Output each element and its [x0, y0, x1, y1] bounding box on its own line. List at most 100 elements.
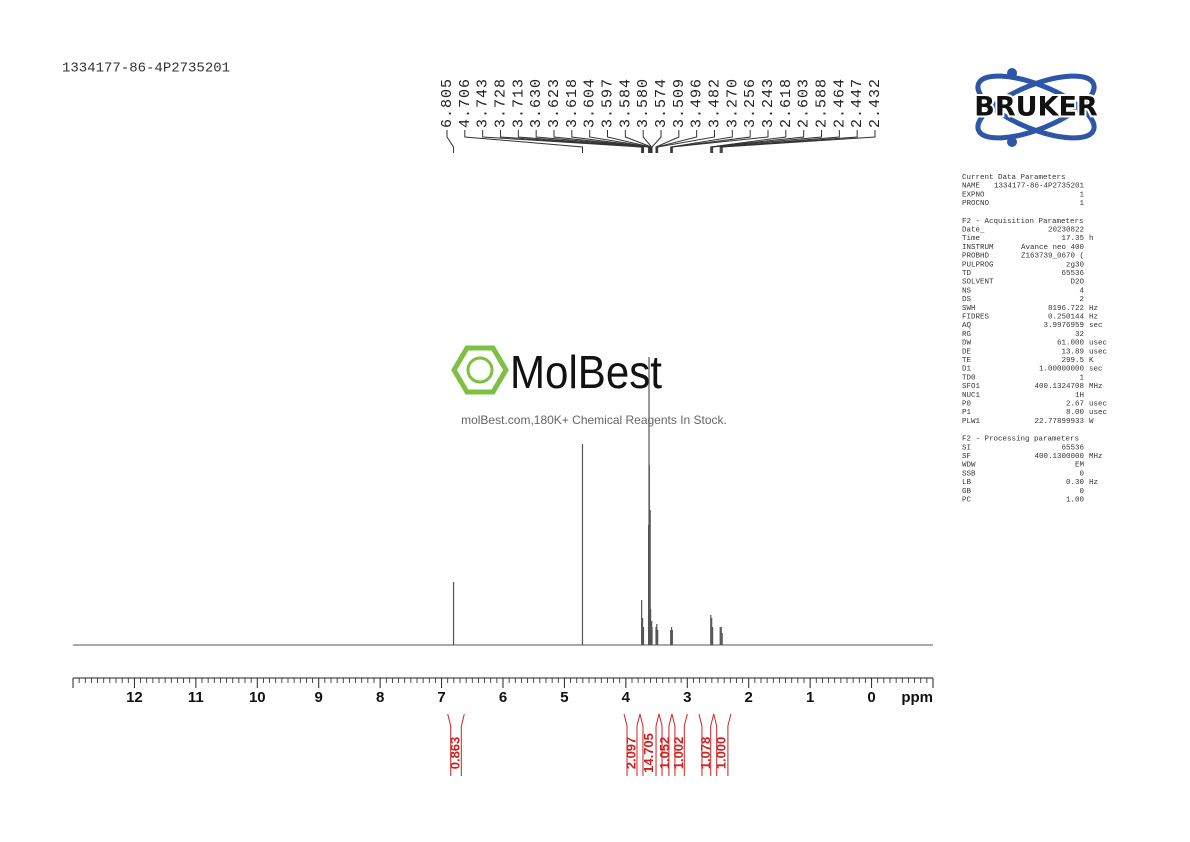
- bruker-logo: BRUKER: [972, 68, 1100, 147]
- peak-label: 2.603: [796, 78, 813, 128]
- parameter-value: 65536: [1061, 444, 1084, 452]
- watermark-tagline: molBest.com,180K+ Chemical Reagents In S…: [461, 413, 727, 427]
- parameter-unit: sec: [1089, 366, 1103, 374]
- peak-leader: [651, 130, 662, 153]
- peak-leader: [657, 130, 715, 153]
- x-tick-label: 2: [745, 689, 753, 706]
- peak-label: 2.432: [867, 78, 884, 128]
- peak-label: 3.618: [564, 78, 581, 128]
- parameter-value: D2O: [1070, 279, 1084, 287]
- integral-bracket: [447, 713, 452, 776]
- parameter-section-title: Current Data Parameters: [962, 174, 1066, 182]
- parameter-unit: Hz: [1089, 305, 1098, 313]
- parameter-name: PC: [962, 496, 972, 504]
- parameter-name: WDW: [962, 462, 976, 470]
- parameter-value: 0: [1079, 488, 1084, 496]
- parameter-name: Date_: [962, 226, 985, 234]
- peak-leader: [446, 130, 455, 153]
- parameter-name: GB: [962, 488, 972, 496]
- parameter-unit: usec: [1089, 340, 1107, 348]
- parameter-unit: MHz: [1089, 383, 1103, 391]
- parameter-name: TD0: [962, 374, 976, 382]
- parameter-name: TE: [962, 357, 972, 365]
- parameter-name: EXPNO: [962, 191, 985, 199]
- peak-leader: [711, 130, 805, 153]
- integral-label: 0.863: [447, 737, 462, 770]
- peak-label: 6.805: [439, 78, 456, 128]
- parameter-name: NUC1: [962, 392, 981, 400]
- peak-leader: [719, 130, 840, 153]
- integral-label: 1.002: [671, 737, 686, 770]
- integral-bracket: [623, 713, 628, 776]
- peak-leader: [710, 130, 787, 153]
- parameter-name: PULPROG: [962, 261, 994, 269]
- watermark: MolBest molBest.com,180K+ Chemical Reage…: [451, 345, 727, 427]
- x-tick-label: 5: [560, 689, 568, 706]
- peak-label: 3.256: [742, 78, 759, 128]
- logo-dot: [1007, 137, 1017, 147]
- parameter-name: Time: [962, 235, 980, 243]
- peak-label: 3.243: [760, 78, 777, 128]
- parameter-value: 400.1324708: [1034, 383, 1084, 391]
- parameter-section-title: F2 - Acquisition Parameters: [962, 218, 1084, 226]
- parameter-value: 0: [1079, 470, 1084, 478]
- parameter-unit: usec: [1089, 409, 1107, 417]
- parameter-value: 1.00000000: [1039, 366, 1085, 374]
- parameter-value: 8.00: [1066, 409, 1085, 417]
- parameter-value: 2: [1079, 296, 1084, 304]
- peak-label: 3.604: [582, 78, 599, 128]
- peak-label: 2.618: [778, 78, 795, 128]
- parameter-name: P1: [962, 409, 972, 417]
- parameter-value: EM: [1075, 462, 1085, 470]
- integral-label: 1.000: [714, 737, 729, 770]
- peak-label: 3.728: [492, 78, 509, 128]
- watermark-icon: [451, 345, 509, 395]
- parameter-name: SWH: [962, 305, 976, 313]
- x-axis-label: ppm: [901, 689, 933, 706]
- parameter-value: 13.89: [1061, 348, 1084, 356]
- peak-leader: [656, 130, 698, 153]
- peak-label: 3.623: [546, 78, 563, 128]
- parameter-name: SOLVENT: [962, 279, 994, 287]
- parameter-name: DS: [962, 296, 972, 304]
- parameter-value: 0.250144: [1048, 313, 1085, 321]
- peak-leader: [482, 130, 643, 153]
- integral-bracket: [658, 713, 663, 776]
- peak-leader: [571, 130, 650, 153]
- x-tick-label: 6: [499, 689, 507, 706]
- peak-leader: [607, 130, 652, 153]
- parameter-unit: h: [1089, 235, 1094, 243]
- parameter-value: 1334177-86-4P2735201: [994, 183, 1085, 191]
- x-tick-label: 7: [437, 689, 445, 706]
- parameter-unit: W: [1089, 418, 1094, 426]
- parameter-unit: Hz: [1089, 313, 1098, 321]
- parameter-name: NAME: [962, 183, 981, 191]
- logo-dot: [1007, 68, 1017, 78]
- parameter-value: 0.30: [1066, 479, 1085, 487]
- peak-leader: [712, 130, 822, 153]
- peak-label: 3.630: [528, 78, 545, 128]
- parameter-value: 1: [1079, 191, 1084, 199]
- peak-label: 3.270: [724, 78, 741, 128]
- parameter-name: PROBHD: [962, 253, 990, 261]
- parameter-name: NS: [962, 287, 972, 295]
- peak-label: 3.580: [635, 78, 652, 128]
- peak-label: 3.509: [671, 78, 688, 128]
- parameter-name: RG: [962, 331, 972, 339]
- peak-leader: [517, 130, 644, 153]
- parameter-value: Z163739_0670 (: [1021, 253, 1084, 261]
- peak-label: 2.588: [813, 78, 830, 128]
- parameter-value: 1: [1079, 374, 1084, 382]
- parameter-value: 65536: [1061, 270, 1084, 278]
- parameter-unit: sec: [1089, 322, 1103, 330]
- parameter-name: LB: [962, 479, 972, 487]
- parameter-value: Avance neo 400: [1021, 244, 1085, 252]
- peak-label: 3.574: [653, 78, 670, 128]
- x-tick-label: 9: [315, 689, 323, 706]
- parameter-name: TD: [962, 270, 972, 278]
- peak-leader: [464, 130, 583, 153]
- logo-orbit: [975, 73, 1097, 141]
